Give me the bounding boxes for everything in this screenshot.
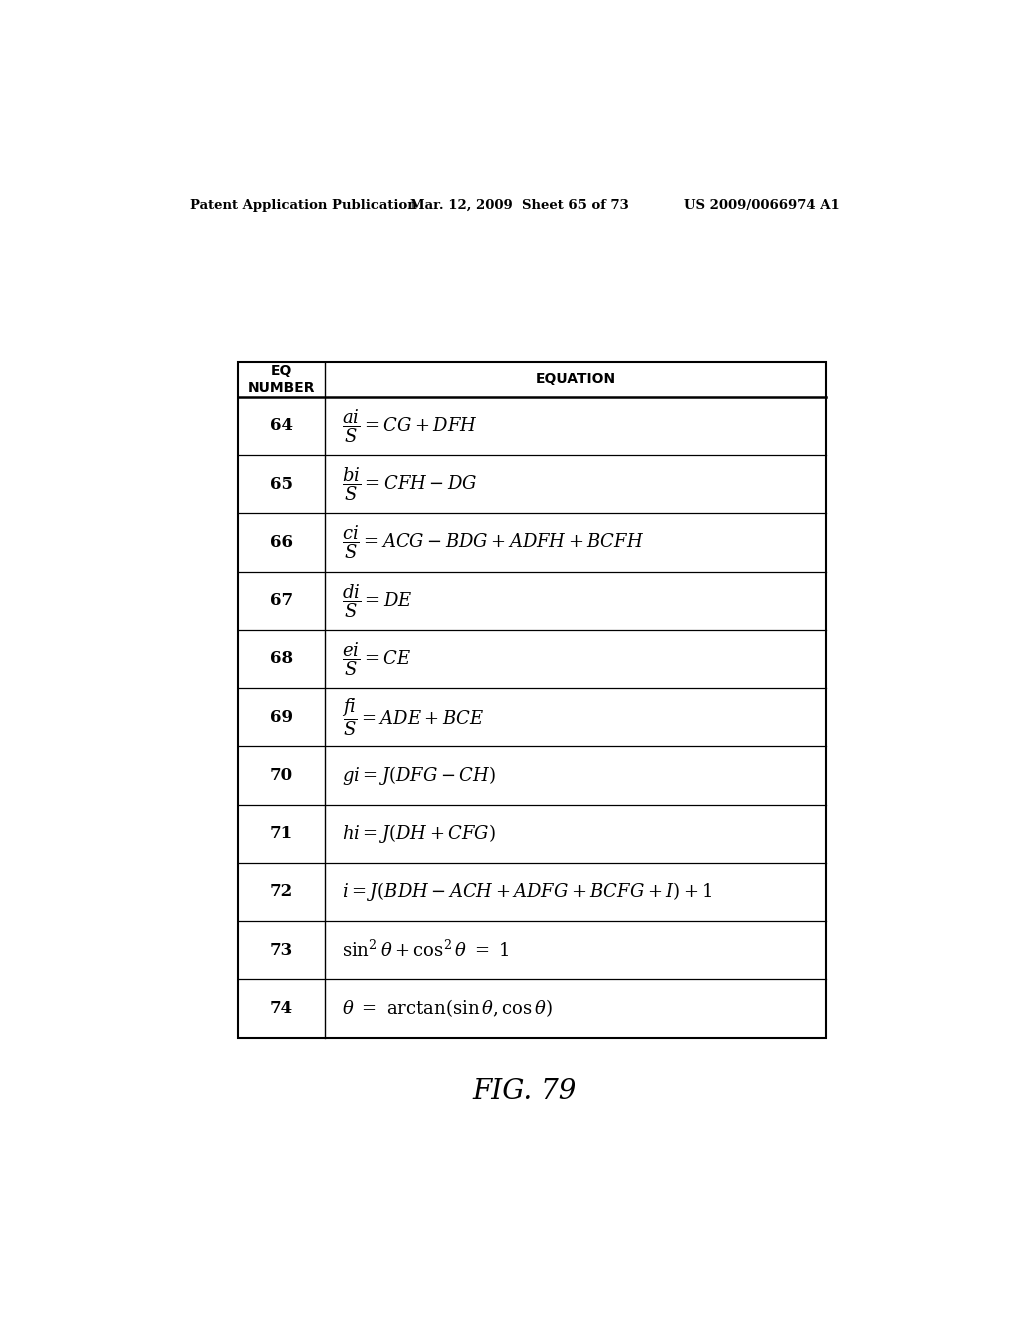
Text: $\dfrac{fi}{S} = ADE + BCE$: $\dfrac{fi}{S} = ADE + BCE$ xyxy=(342,697,484,738)
Text: 70: 70 xyxy=(269,767,293,784)
Text: EQ
NUMBER: EQ NUMBER xyxy=(248,364,314,395)
Text: 74: 74 xyxy=(269,1001,293,1016)
Text: FIG. 79: FIG. 79 xyxy=(473,1078,577,1105)
Text: $\sin^{2}\theta + \cos^{2}\theta \ = \ 1$: $\sin^{2}\theta + \cos^{2}\theta \ = \ 1… xyxy=(342,940,510,961)
Text: $\dfrac{ei}{S} = CE$: $\dfrac{ei}{S} = CE$ xyxy=(342,640,412,677)
Text: $\theta \ = \ \arctan(\sin\theta, \cos\theta)$: $\theta \ = \ \arctan(\sin\theta, \cos\t… xyxy=(342,998,553,1019)
Text: $i = J(BDH - ACH + ADFG + BCFG + I) + 1$: $i = J(BDH - ACH + ADFG + BCFG + I) + 1$ xyxy=(342,880,713,903)
Text: $hi = J(DH + CFG)$: $hi = J(DH + CFG)$ xyxy=(342,822,496,845)
Text: $gi = J(DFG - CH)$: $gi = J(DFG - CH)$ xyxy=(342,764,496,787)
Text: 64: 64 xyxy=(269,417,293,434)
Text: Mar. 12, 2009  Sheet 65 of 73: Mar. 12, 2009 Sheet 65 of 73 xyxy=(410,199,629,213)
Text: 65: 65 xyxy=(269,475,293,492)
Text: 71: 71 xyxy=(269,825,293,842)
Bar xyxy=(238,362,826,1038)
Text: 66: 66 xyxy=(269,535,293,550)
Text: Patent Application Publication: Patent Application Publication xyxy=(189,199,417,213)
Text: 69: 69 xyxy=(269,709,293,726)
Text: US 2009/0066974 A1: US 2009/0066974 A1 xyxy=(684,199,840,213)
Text: $\dfrac{ai}{S} = CG + DFH$: $\dfrac{ai}{S} = CG + DFH$ xyxy=(342,407,478,445)
Text: $\dfrac{bi}{S} = CFH - DG$: $\dfrac{bi}{S} = CFH - DG$ xyxy=(342,466,477,503)
Text: 72: 72 xyxy=(269,883,293,900)
Text: $\dfrac{di}{S} = DE$: $\dfrac{di}{S} = DE$ xyxy=(342,582,413,619)
Text: EQUATION: EQUATION xyxy=(536,372,615,387)
Text: $\dfrac{ci}{S} = ACG - BDG + ADFH + BCFH$: $\dfrac{ci}{S} = ACG - BDG + ADFH + BCFH… xyxy=(342,524,644,561)
Text: 68: 68 xyxy=(269,651,293,668)
Text: 67: 67 xyxy=(269,593,293,610)
Text: 73: 73 xyxy=(269,941,293,958)
